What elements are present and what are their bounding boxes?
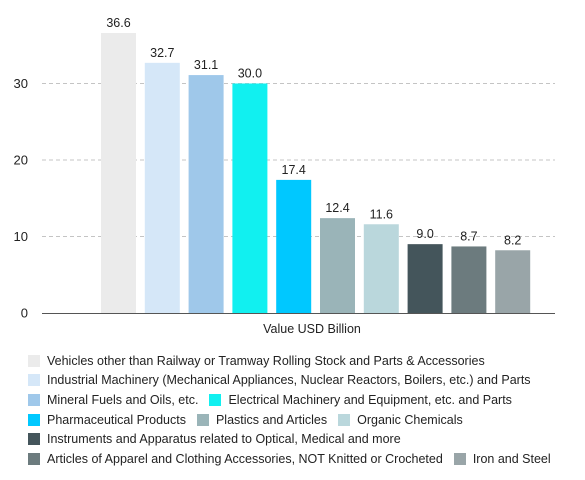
y-tick-label: 0 — [21, 306, 28, 321]
bar[interactable] — [188, 75, 224, 313]
bar-value-label: 11.6 — [370, 207, 393, 221]
legend-swatch — [28, 374, 40, 387]
legend-label: Pharmaceutical Products — [47, 412, 186, 427]
y-tick-label: 20 — [14, 152, 28, 167]
legend-item[interactable]: Industrial Machinery (Mechanical Applian… — [28, 373, 531, 387]
bar[interactable] — [101, 33, 136, 313]
bar[interactable] — [320, 218, 355, 313]
bars — [101, 33, 531, 314]
legend-swatch — [28, 393, 40, 406]
bar-value-label: 17.4 — [282, 163, 306, 177]
legend-swatch — [28, 452, 40, 465]
legend-row: Instruments and Apparatus related to Opt… — [28, 429, 580, 449]
legend-swatch — [28, 433, 40, 446]
legend-item[interactable]: Iron and Steel — [453, 451, 551, 466]
legend-row: Vehicles other than Railway or Tramway R… — [28, 351, 580, 371]
bar[interactable] — [144, 62, 180, 314]
bar-value-label: 8.7 — [460, 229, 477, 243]
bar-value-label: 12.4 — [325, 201, 349, 215]
legend-label: Plastics and Articles — [215, 412, 328, 427]
bar[interactable] — [276, 179, 312, 313]
bar[interactable] — [363, 224, 399, 313]
legend-swatch — [196, 413, 209, 426]
legend-item[interactable]: Instruments and Apparatus related to Opt… — [28, 432, 401, 446]
legend-label: Industrial Machinery (Mechanical Applian… — [47, 373, 531, 388]
legend-label: Iron and Steel — [472, 451, 551, 466]
data-labels: 36.6 32.7 31.1 30.0 17.4 12.4 11.6 9.0 8.7 8.2 — [106, 16, 521, 247]
legend-row: Mineral Fuels and Oils, etc. Electrical M… — [28, 390, 580, 410]
bar-value-label: 36.6 — [106, 16, 130, 30]
legend-label: Organic Chemicals — [357, 412, 463, 427]
bar[interactable] — [232, 83, 268, 313]
legend-swatch — [453, 452, 466, 465]
bar[interactable] — [407, 244, 443, 313]
legend-row: Pharmaceutical Products Plastics and Arti… — [28, 410, 580, 430]
legend-item[interactable]: Electrical Machinery and Equipment, etc.… — [209, 392, 512, 407]
legend-item[interactable]: Articles of Apparel and Clothing Accesso… — [28, 452, 443, 466]
legend: Vehicles other than Railway or Tramway R… — [28, 351, 580, 469]
legend-item[interactable]: Vehicles other than Railway or Tramway R… — [28, 354, 485, 368]
legend-item[interactable]: Mineral Fuels and Oils, etc. — [28, 393, 198, 407]
legend-item[interactable]: Pharmaceutical Products — [28, 413, 186, 427]
legend-label: Instruments and Apparatus related to Opt… — [47, 432, 401, 447]
bar-chart: 36.6 32.7 31.1 30.0 17.4 12.4 11.6 9.0 8.7 8.2 0 1… — [14, 16, 555, 336]
bar-value-label: 8.2 — [504, 233, 521, 247]
bar[interactable] — [495, 250, 531, 313]
legend-swatch — [209, 393, 222, 406]
bar[interactable] — [451, 246, 487, 313]
legend-swatch — [28, 413, 40, 426]
bar-value-label: 30.0 — [238, 66, 262, 80]
legend-swatch — [28, 354, 40, 367]
legend-label: Mineral Fuels and Oils, etc. — [47, 392, 199, 407]
legend-label: Electrical Machinery and Equipment, etc.… — [228, 392, 512, 407]
y-axis: 0 10 20 30 — [14, 76, 555, 321]
bar-value-label: 31.1 — [194, 58, 218, 72]
bar-value-label: 32.7 — [150, 46, 174, 60]
y-tick-label: 10 — [14, 229, 28, 244]
x-axis-title: Value USD Billion — [263, 322, 361, 336]
bar-value-label: 9.0 — [416, 227, 433, 241]
legend-item[interactable]: Organic Chemicals — [338, 413, 463, 427]
legend-label: Articles of Apparel and Clothing Accesso… — [47, 451, 443, 466]
legend-row: Industrial Machinery (Mechanical Applian… — [28, 371, 580, 391]
legend-swatch — [338, 413, 351, 426]
legend-row: Articles of Apparel and Clothing Accesso… — [28, 449, 580, 469]
legend-item[interactable]: Plastics and Articles — [196, 412, 328, 427]
y-tick-label: 30 — [14, 76, 28, 91]
legend-label: Vehicles other than Railway or Tramway R… — [47, 353, 485, 368]
